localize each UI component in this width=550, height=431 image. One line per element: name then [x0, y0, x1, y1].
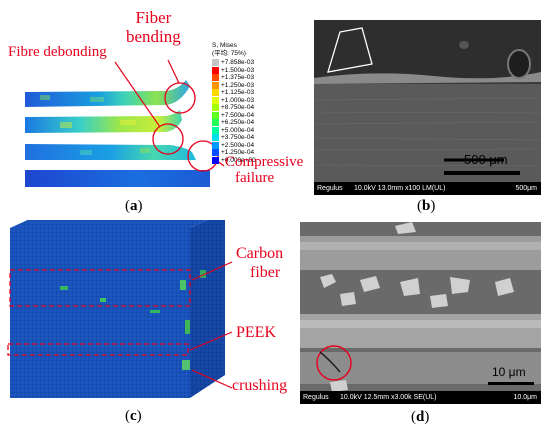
- info-bar-d: Regulus 10.0kV 12.5mm x3.00k SE(UL) 10.0…: [300, 391, 541, 404]
- circle-fiber-bending: [164, 82, 196, 114]
- legend-value: +3.750e-04: [221, 134, 255, 141]
- legend-row: +8.750e-04: [212, 104, 272, 112]
- fe-strip-1: [25, 80, 190, 107]
- legend-value: +5.000e-04: [221, 126, 255, 134]
- legend-row: +0.000e+00: [212, 157, 272, 165]
- dashed-box-carbon-fiber: [9, 269, 191, 307]
- legend-row: +5.000e-04: [212, 127, 272, 135]
- legend-row: +1.250e-04: [212, 149, 272, 157]
- legend-subtitle: (平均: 75%): [212, 49, 246, 57]
- annotation-carbon-fiber: Carbon fiber: [236, 245, 284, 281]
- legend-value: +2.500e-04: [221, 141, 255, 149]
- scale-bar-label-d: 10 μm: [492, 365, 526, 379]
- annotation-compressive-failure: Compressive failure: [225, 154, 304, 186]
- legend-row: +1.000e-03: [212, 97, 272, 105]
- dashed-box-peek: [7, 343, 189, 356]
- legend-swatch: [212, 119, 219, 127]
- stress-legend: S, Mises (平均: 75%) +7.858e-03 +1.500e-03 +…: [212, 42, 272, 182]
- legend-value: +1.000e-03: [221, 96, 255, 104]
- legend-row: +1.375e-03: [212, 74, 272, 82]
- legend-swatch: [212, 126, 219, 134]
- legend-value: +1.250e-03: [221, 81, 255, 89]
- legend-row: +2.500e-04: [212, 142, 272, 150]
- panel-label-a: (a): [125, 198, 143, 214]
- info-bar-b: Regulus 10.0kV 13.0mm x100 LM(UL) 500μm: [314, 182, 541, 195]
- legend-swatch: [212, 81, 219, 89]
- legend-swatch: [212, 59, 219, 67]
- scale-bar-b: [444, 171, 520, 175]
- panel-c: Carbon fiber PEEK crushing (c): [0, 220, 290, 431]
- legend-value: +7.858e-03: [221, 59, 255, 66]
- legend-title: S, Mises: [212, 42, 237, 49]
- legend-row: +3.750e-04: [212, 134, 272, 142]
- fe-strip-3: [25, 144, 196, 160]
- legend-rows: +7.858e-03 +1.500e-03 +1.375e-03 +1.250e-03…: [212, 59, 272, 164]
- legend-row: +1.250e-03: [212, 82, 272, 90]
- annotation-peek: PEEK: [236, 324, 276, 341]
- annotation-fibre-debonding: Fibre debonding: [8, 44, 107, 60]
- panel-b-sem-image: 500 μm Regulus 10.0kV 13.0mm x100 LM(UL)…: [314, 20, 541, 195]
- panel-c-fe-block: [7, 220, 233, 398]
- legend-value: +1.125e-03: [221, 89, 255, 96]
- legend-swatch: [212, 74, 219, 82]
- legend-value: +0.000e+00: [221, 156, 256, 164]
- fe-strip-2: [25, 110, 182, 133]
- legend-value: +6.250e-04: [221, 119, 255, 126]
- legend-swatch: [212, 96, 219, 104]
- legend-swatch: [212, 149, 219, 157]
- legend-swatch: [212, 66, 219, 74]
- legend-row: +1.125e-03: [212, 89, 272, 97]
- legend-row: +6.250e-04: [212, 119, 272, 127]
- panel-d-texture: [300, 222, 541, 404]
- legend-swatch: [212, 111, 219, 119]
- panel-d-sem-image: 10 μm Regulus 10.0kV 12.5mm x3.00k SE(UL…: [300, 222, 541, 404]
- panel-label-d: (d): [411, 409, 430, 425]
- legend-value: +1.250e-04: [221, 149, 255, 156]
- legend-swatch: [212, 89, 219, 97]
- legend-row: +7.500e-04: [212, 112, 272, 120]
- legend-value: +8.750e-04: [221, 104, 255, 111]
- legend-value: +1.375e-03: [221, 74, 255, 81]
- legend-swatch: [212, 134, 219, 142]
- annotation-fiber-bending: Fiber bending: [126, 8, 181, 46]
- panel-a-fe-model: [25, 59, 225, 187]
- fe-strip-4: [25, 170, 210, 187]
- legend-row: +7.858e-03: [212, 59, 272, 67]
- legend-swatch: [212, 104, 219, 112]
- panel-label-b: (b): [417, 198, 436, 214]
- highlight-region: [327, 27, 373, 73]
- legend-value: +7.500e-04: [221, 111, 255, 119]
- scale-bar-label-b: 500 μm: [464, 152, 508, 167]
- legend-swatch: [212, 141, 219, 149]
- legend-value: +1.500e-03: [221, 66, 255, 74]
- scale-bar-d: [488, 382, 534, 385]
- circle-crushing: [316, 345, 352, 381]
- panel-a: S, Mises (平均: 75%) +7.858e-03 +1.500e-03 +…: [0, 0, 303, 215]
- annotation-crushing: crushing: [232, 377, 288, 394]
- legend-swatch: [212, 156, 219, 164]
- legend-row: +1.500e-03: [212, 67, 272, 75]
- panel-b-texture: [314, 20, 541, 195]
- panel-label-c: (c): [125, 408, 142, 424]
- circle-fibre-debonding: [152, 123, 184, 155]
